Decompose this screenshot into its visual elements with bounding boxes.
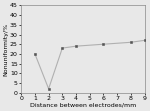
X-axis label: Distance between electrodes/mm: Distance between electrodes/mm	[30, 103, 136, 108]
Y-axis label: Nonuniformity/%: Nonuniformity/%	[3, 23, 8, 76]
